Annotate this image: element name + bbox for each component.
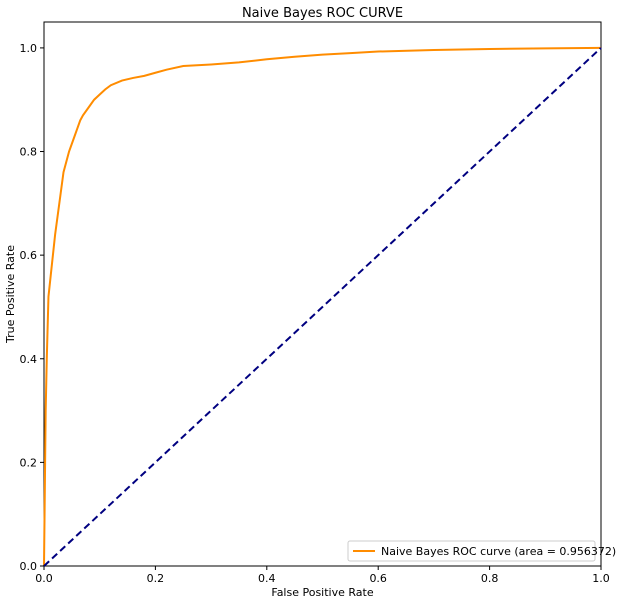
roc-curve-line <box>43 46 602 567</box>
legend-label-roc: Naive Bayes ROC curve (area = 0.956372) <box>381 545 616 558</box>
x-axis-ticks: 0.0 0.2 0.4 0.6 0.8 1.0 <box>35 566 610 585</box>
y-tick-label: 0.6 <box>20 249 38 262</box>
chart-title: Naive Bayes ROC CURVE <box>242 6 403 21</box>
legend: Naive Bayes ROC curve (area = 0.956372) <box>347 540 616 562</box>
x-axis-label: False Positive Rate <box>271 586 373 599</box>
series-layer <box>43 46 602 567</box>
y-tick-label: 1.0 <box>20 42 38 55</box>
y-tick-label: 0.4 <box>20 353 38 366</box>
x-tick-label: 0.0 <box>35 572 53 585</box>
plot-area-frame <box>43 21 602 567</box>
y-axis-label: True Positive Rate <box>4 245 17 344</box>
chance-diagonal-line <box>43 47 602 567</box>
x-tick-label: 0.8 <box>481 572 499 585</box>
y-axis-ticks: 0.0 0.2 0.4 0.6 0.8 1.0 <box>20 42 44 573</box>
x-tick-label: 0.4 <box>258 572 276 585</box>
y-tick-label: 0.0 <box>20 560 38 573</box>
y-tick-label: 0.2 <box>20 456 38 469</box>
x-tick-label: 0.2 <box>147 572 165 585</box>
x-tick-label: 0.6 <box>369 572 387 585</box>
y-tick-label: 0.8 <box>20 146 38 159</box>
x-tick-label: 1.0 <box>592 572 610 585</box>
legend-box <box>347 540 596 562</box>
